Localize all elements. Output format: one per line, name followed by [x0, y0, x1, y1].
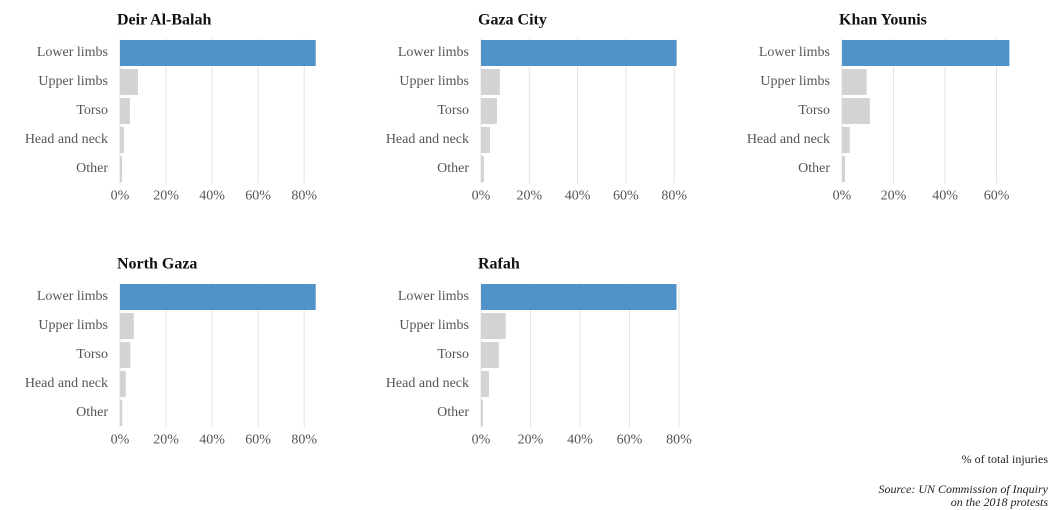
- y-tick-label: Other: [76, 405, 108, 420]
- bar: [120, 69, 138, 95]
- y-tick-label: Lower limbs: [37, 45, 108, 60]
- bar: [120, 400, 123, 426]
- y-tick-label: Head and neck: [386, 132, 469, 147]
- x-tick-label: 0%: [472, 433, 491, 448]
- y-tick-label: Upper limbs: [38, 74, 108, 89]
- y-tick-label: Other: [798, 161, 830, 176]
- y-tick-label: Head and neck: [386, 376, 469, 391]
- x-tick-label: 40%: [199, 189, 225, 204]
- x-tick-label: 60%: [984, 189, 1010, 204]
- y-tick-label: Lower limbs: [398, 45, 469, 60]
- panel-title: Gaza City: [478, 12, 547, 29]
- bar: [120, 342, 131, 368]
- x-tick-label: 40%: [932, 189, 958, 204]
- x-tick-label: 40%: [567, 433, 593, 448]
- y-tick-label: Head and neck: [25, 376, 108, 391]
- x-tick-label: 60%: [245, 189, 271, 204]
- y-tick-label: Upper limbs: [760, 74, 830, 89]
- bar: [120, 371, 126, 397]
- y-tick-label: Upper limbs: [399, 318, 469, 333]
- x-tick-label: 20%: [516, 189, 542, 204]
- y-tick-label: Lower limbs: [398, 289, 469, 304]
- y-tick-label: Other: [76, 161, 108, 176]
- panel-title: Khan Younis: [839, 12, 927, 29]
- y-tick-label: Torso: [798, 103, 830, 118]
- panel-title: North Gaza: [117, 256, 197, 273]
- bar: [481, 69, 500, 95]
- bar: [842, 40, 1010, 66]
- bar: [120, 98, 130, 124]
- bar: [481, 98, 497, 124]
- y-tick-label: Torso: [76, 103, 108, 118]
- bar: [842, 127, 850, 153]
- x-tick-label: 20%: [881, 189, 907, 204]
- bar: [842, 98, 870, 124]
- x-tick-label: 80%: [666, 433, 692, 448]
- panel-title: Rafah: [478, 256, 520, 273]
- bar: [120, 313, 134, 339]
- bar: [120, 284, 316, 310]
- bar: [842, 156, 846, 182]
- x-tick-label: 60%: [245, 433, 271, 448]
- bar: [481, 40, 677, 66]
- y-tick-label: Upper limbs: [38, 318, 108, 333]
- x-tick-label: 60%: [617, 433, 643, 448]
- bar: [481, 400, 483, 426]
- y-tick-label: Torso: [437, 103, 469, 118]
- bar: [481, 342, 499, 368]
- x-tick-label: 20%: [153, 433, 179, 448]
- x-tick-label: 80%: [661, 189, 687, 204]
- y-tick-label: Upper limbs: [399, 74, 469, 89]
- y-tick-label: Other: [437, 405, 469, 420]
- bar: [120, 127, 124, 153]
- bar: [481, 371, 489, 397]
- y-tick-label: Head and neck: [747, 132, 830, 147]
- x-tick-label: 40%: [199, 433, 225, 448]
- source: on the 2018 protests: [951, 495, 1049, 509]
- y-tick-label: Torso: [437, 347, 469, 362]
- bar: [481, 156, 484, 182]
- x-tick-label: 20%: [153, 189, 179, 204]
- bar: [120, 156, 123, 182]
- y-tick-label: Head and neck: [25, 132, 108, 147]
- bar: [481, 313, 506, 339]
- x-tick-label: 60%: [613, 189, 639, 204]
- y-tick-label: Torso: [76, 347, 108, 362]
- bar: [481, 127, 490, 153]
- x-axis-label: % of total injuries: [962, 452, 1049, 466]
- x-tick-label: 0%: [111, 189, 130, 204]
- x-tick-label: 0%: [111, 433, 130, 448]
- x-tick-label: 0%: [472, 189, 491, 204]
- bar: [842, 69, 867, 95]
- bar: [120, 40, 316, 66]
- panel-title: Deir Al-Balah: [117, 12, 211, 29]
- y-tick-label: Other: [437, 161, 469, 176]
- x-tick-label: 80%: [291, 433, 317, 448]
- bar: [481, 284, 677, 310]
- x-tick-label: 0%: [833, 189, 852, 204]
- x-tick-label: 80%: [291, 189, 317, 204]
- source: Source: UN Commission of Inquiry: [878, 482, 1048, 496]
- y-tick-label: Lower limbs: [37, 289, 108, 304]
- x-tick-label: 20%: [518, 433, 544, 448]
- y-tick-label: Lower limbs: [759, 45, 830, 60]
- x-tick-label: 40%: [565, 189, 591, 204]
